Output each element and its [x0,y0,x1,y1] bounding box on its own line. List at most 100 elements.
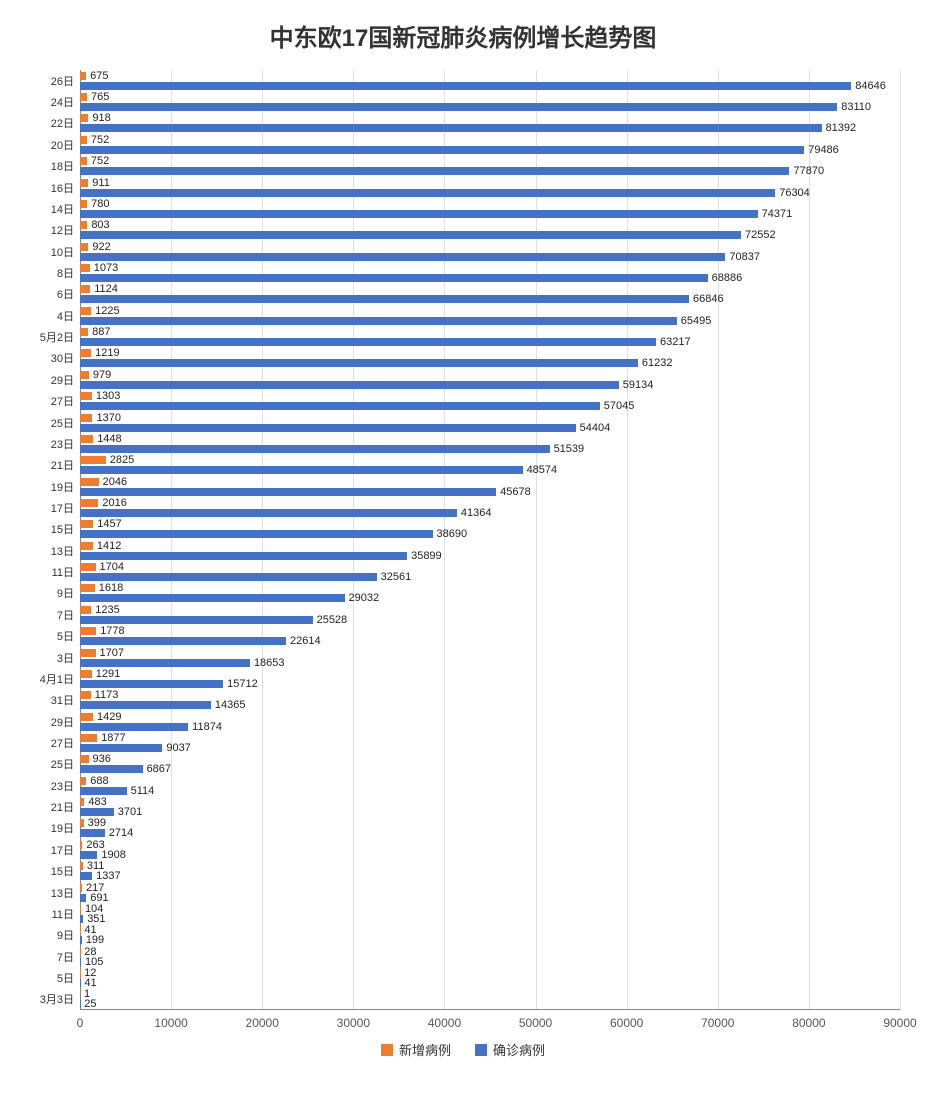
bar-confirmed [80,616,313,624]
x-tick-label: 80000 [792,1016,825,1030]
bar-new [80,542,93,550]
bar-value-label: 32561 [381,571,412,583]
y-tick-label: 9日 [57,927,74,943]
bar-confirmed [80,552,407,560]
x-tick-label: 70000 [701,1016,734,1030]
bar-confirmed [80,573,377,581]
bar-new [80,606,91,614]
bar-value-label: 1704 [100,561,124,573]
y-tick-label: 22日 [51,115,74,131]
bar-value-label: 2825 [110,454,134,466]
y-tick-label: 11日 [52,564,74,580]
y-tick-label: 25日 [51,756,74,772]
bar-confirmed [80,167,789,175]
bar-value-label: 15712 [227,678,258,690]
bar-value-label: 38690 [437,528,468,540]
bar-new [80,136,87,144]
bar-new [80,328,88,336]
bar-confirmed [80,829,105,837]
bar-value-label: 3701 [118,806,142,818]
bar-value-label: 399 [88,817,106,829]
bar-value-label: 483 [88,796,106,808]
bar-new [80,221,87,229]
bar-value-label: 1337 [96,870,120,882]
y-tick-label: 3月3日 [40,991,74,1007]
bar-confirmed [80,103,837,111]
bar-confirmed [80,402,600,410]
bar-new [80,819,84,827]
bar-value-label: 84646 [855,80,886,92]
x-tick-label: 90000 [883,1016,916,1030]
y-tick-label: 29日 [51,372,74,388]
x-tick-label: 50000 [519,1016,552,1030]
legend-item-confirmed: 确诊病例 [475,1040,545,1059]
bar-value-label: 57045 [604,400,635,412]
bar-value-label: 14365 [215,699,246,711]
bar-new [80,520,93,528]
bar-value-label: 22614 [290,635,321,647]
legend-swatch [475,1044,487,1056]
bar-confirmed [80,381,619,389]
y-tick-label: 14日 [51,201,74,217]
y-tick-label: 7日 [57,607,74,623]
bar-confirmed [80,594,345,602]
bar-value-label: 81392 [826,122,857,134]
bar-new [80,114,88,122]
bar-value-label: 25528 [317,614,348,626]
bar-value-label: 68886 [712,272,743,284]
bar-value-label: 2714 [109,827,133,839]
y-tick-label: 5日 [57,970,74,986]
bar-value-label: 911 [92,177,110,189]
bar-value-label: 1219 [95,347,119,359]
bar-new [80,349,91,357]
y-tick-label: 6日 [57,286,74,302]
bar-value-label: 25 [84,998,96,1010]
bar-new [80,264,90,272]
bar-value-label: 1225 [95,305,119,317]
bar-confirmed [80,787,127,795]
bar-confirmed [80,466,523,474]
bar-value-label: 979 [93,369,111,381]
bar-value-label: 1173 [95,689,119,701]
bar-value-label: 66846 [693,293,724,305]
bar-value-label: 936 [93,753,111,765]
bar-value-label: 675 [90,70,108,82]
bar-value-label: 18653 [254,657,285,669]
x-tick-label: 30000 [337,1016,370,1030]
bar-value-label: 688 [90,775,108,787]
bar-new [80,884,82,892]
bar-value-label: 70837 [729,251,760,263]
legend-label: 确诊病例 [493,1040,545,1059]
bar-value-label: 752 [91,134,109,146]
y-tick-label: 9日 [57,585,74,601]
bar-value-label: 45678 [500,486,531,498]
bar-confirmed [80,701,211,709]
y-tick-label: 25日 [51,415,74,431]
bar-new [80,307,91,315]
bar-value-label: 1370 [96,412,120,424]
bar-new [80,72,86,80]
plot-area: 6758464676583110918813927527948675277870… [80,70,900,1010]
bar-new [80,713,93,721]
bar-confirmed [80,894,86,902]
bar-value-label: 2016 [102,497,126,509]
bar-new [80,905,81,913]
bar-new [80,734,97,742]
y-tick-label: 18日 [51,158,74,174]
bar-new [80,456,106,464]
y-tick-label: 4日 [57,308,74,324]
bar-confirmed [80,231,741,239]
bar-value-label: 61232 [642,357,673,369]
bar-confirmed [80,936,82,944]
bar-value-label: 1073 [94,262,118,274]
chart-title: 中东欧17国新冠肺炎病例增长趋势图 [0,18,926,53]
bar-confirmed [80,872,92,880]
bar-new [80,649,96,657]
y-tick-label: 27日 [51,393,74,409]
bar-value-label: 780 [91,198,109,210]
bar-confirmed [80,253,725,261]
bar-new [80,670,92,678]
bar-new [80,243,88,251]
bar-value-label: 74371 [762,208,793,220]
y-tick-label: 12日 [51,222,74,238]
